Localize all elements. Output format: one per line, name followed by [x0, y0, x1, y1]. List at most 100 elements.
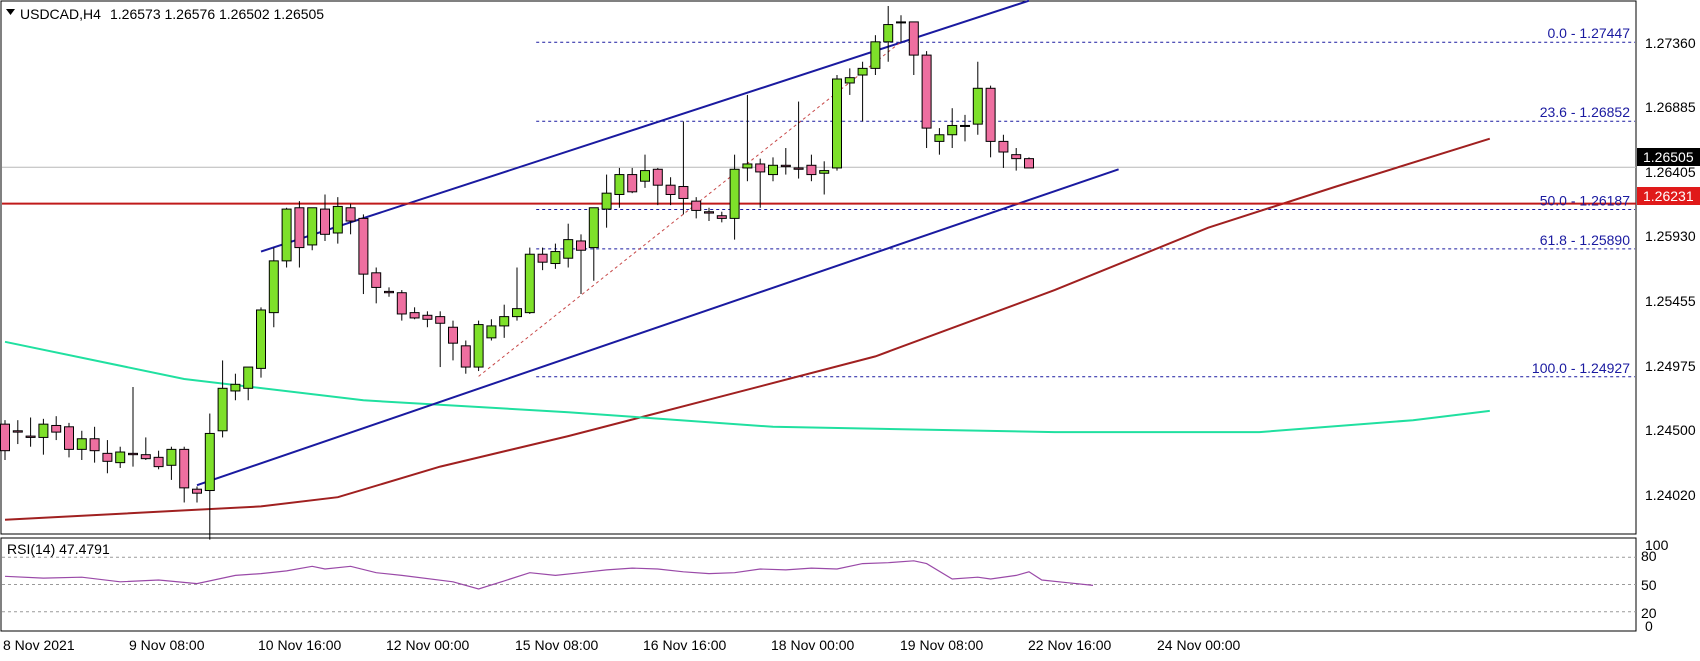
candle-body: [76, 438, 87, 450]
candle: [934, 128, 945, 155]
chart-ohlc: 1.26573 1.26576 1.26502 1.26505: [110, 6, 324, 22]
price-tick-label: 1.25455: [1645, 293, 1696, 309]
candle: [844, 68, 855, 95]
candle: [320, 194, 330, 241]
candle: [435, 311, 446, 368]
candle-body: [512, 308, 522, 318]
candle: [64, 422, 74, 458]
candle: [332, 197, 343, 244]
price-tick-label: 1.25930: [1645, 228, 1696, 244]
level-price-badge: [1637, 187, 1700, 205]
candle: [486, 319, 497, 341]
candle: [627, 167, 638, 194]
candle-body: [25, 435, 36, 438]
fib-level-label: 100.0 - 1.24927: [1532, 360, 1630, 376]
candle: [524, 247, 535, 314]
candle-body: [307, 207, 318, 246]
candle-body: [64, 426, 74, 450]
candle: [755, 158, 766, 208]
candle-body: [499, 316, 510, 327]
current-price-badge: [1637, 148, 1700, 166]
candle: [742, 94, 753, 182]
candle: [128, 386, 138, 467]
candle: [601, 174, 612, 228]
candle: [640, 154, 650, 188]
candle: [576, 234, 586, 295]
dropdown-arrow-icon[interactable]: [6, 9, 15, 15]
candle: [166, 446, 177, 480]
candle-body: [1024, 158, 1034, 169]
candle: [985, 85, 996, 158]
candle: [371, 267, 382, 304]
candle: [281, 207, 292, 268]
channel-lower-line: [196, 168, 1119, 487]
candle-body: [1011, 154, 1022, 160]
candle: [140, 437, 151, 460]
candle-body: [422, 314, 433, 320]
candle-body: [281, 208, 292, 262]
candle-body: [652, 168, 663, 186]
candle-body: [614, 174, 625, 195]
candle: [38, 418, 49, 455]
candle: [345, 203, 356, 235]
candle: [652, 167, 663, 206]
candle-body: [409, 312, 420, 319]
candle-body: [793, 167, 804, 170]
candle-body: [179, 448, 190, 489]
candle: [230, 373, 241, 401]
candle-body: [832, 78, 842, 169]
candle-body: [153, 456, 164, 468]
candle-body: [870, 41, 881, 69]
candle-body: [678, 186, 689, 199]
candle-body: [588, 207, 599, 249]
candle-body: [89, 438, 100, 452]
candle-body: [550, 251, 561, 265]
rsi-axis: 100 80 50 20 0: [1641, 537, 1669, 634]
candle-body: [396, 292, 407, 315]
candle-body: [716, 215, 727, 219]
candle-body: [51, 424, 62, 433]
candle: [780, 148, 791, 175]
candle: [409, 307, 420, 320]
candle: [729, 154, 740, 240]
candle: [537, 247, 548, 271]
candle: [908, 21, 919, 76]
candle: [678, 121, 689, 215]
candle-body: [166, 448, 177, 466]
candle-body: [819, 170, 830, 174]
candle: [947, 108, 958, 149]
candle: [307, 207, 318, 251]
candle: [192, 486, 202, 503]
candle-body: [563, 239, 574, 259]
candle: [396, 290, 407, 321]
candle-body: [780, 164, 791, 168]
price-tick-label: 1.26885: [1645, 99, 1696, 115]
candle: [217, 360, 228, 438]
candle-body: [896, 21, 906, 24]
candle-body: [665, 184, 676, 195]
candle-body: [435, 316, 446, 324]
candle: [268, 247, 279, 328]
candle: [51, 416, 62, 441]
candle-body: [256, 309, 266, 369]
candle-body: [384, 290, 394, 294]
candle-body: [934, 134, 945, 142]
candle: [870, 35, 881, 76]
price-axis: 1.27360 1.26885 1.26405 1.25930 1.25455 …: [1637, 35, 1700, 503]
channel-upper-line: [260, 0, 1030, 253]
candle: [473, 320, 484, 372]
candle: [716, 211, 727, 223]
candle-body: [294, 207, 305, 249]
time-tick-label: 9 Nov 08:00: [129, 637, 205, 653]
candle: [179, 446, 190, 503]
candle-body: [704, 211, 714, 214]
candle-body: [128, 452, 138, 456]
candle-body: [140, 454, 151, 460]
rsi-tick-label: 50: [1641, 577, 1657, 593]
rsi-tick-label: 20: [1641, 605, 1657, 621]
time-tick-label: 18 Nov 00:00: [771, 637, 854, 653]
candle-body: [729, 168, 740, 219]
candle: [921, 51, 932, 149]
